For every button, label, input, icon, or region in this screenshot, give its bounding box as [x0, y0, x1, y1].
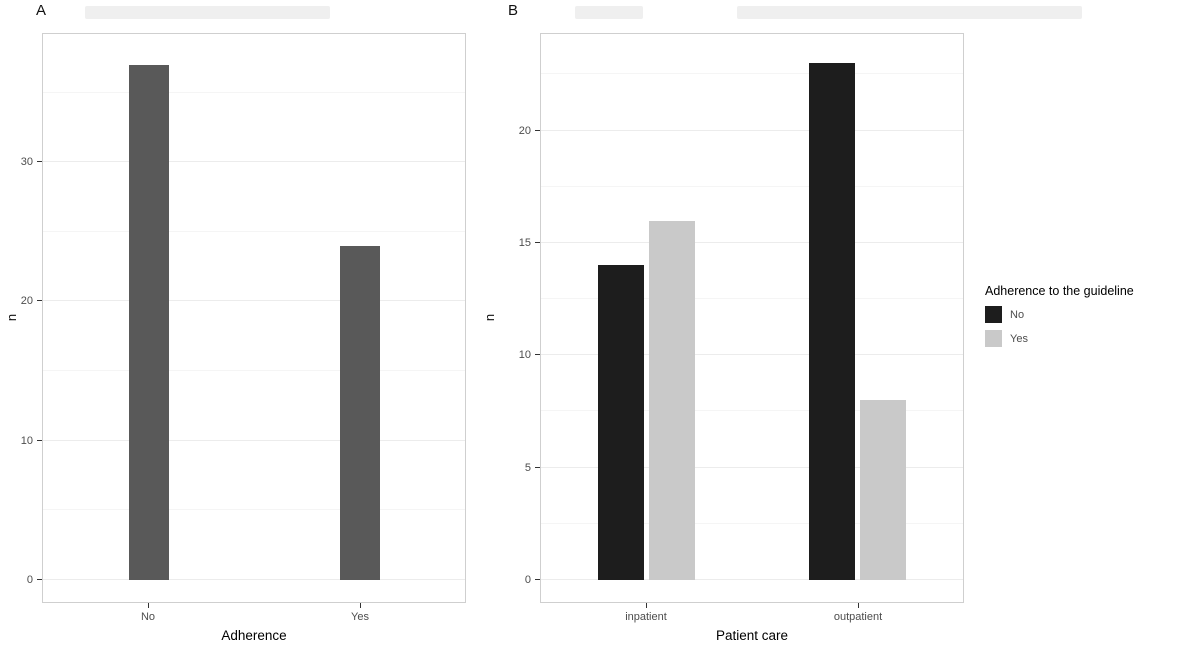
redaction-block: [575, 6, 643, 19]
y-tick-mark: [535, 129, 540, 131]
minor-gridline: [43, 370, 465, 372]
bar-outpatient-no: [809, 63, 855, 580]
redaction-block: [85, 6, 330, 19]
minor-gridline: [541, 73, 963, 75]
y-tick-label: 5: [524, 461, 531, 474]
bar-inpatient-yes: [649, 220, 695, 580]
y-tick-label: 15: [518, 236, 531, 249]
panel-b-x-axis-title: Patient care: [715, 628, 789, 643]
category-slot-No: [43, 34, 254, 602]
panel-a-plot-area: [42, 33, 466, 603]
category-slot-outpatient: [752, 34, 963, 602]
category-slot-Yes: [254, 34, 465, 602]
panel-b-x-axis: inpatient outpatient: [540, 603, 964, 627]
legend: Adherence to the guideline No Yes: [985, 284, 1134, 354]
panel-a-label: A: [36, 2, 47, 19]
y-tick-mark: [535, 466, 540, 468]
x-tick-label: outpatient: [833, 611, 883, 623]
minor-gridline: [541, 522, 963, 524]
x-tick-mark: [646, 603, 647, 608]
major-gridline: [43, 300, 465, 302]
y-tick-mark: [535, 579, 540, 580]
major-gridline: [541, 466, 963, 468]
y-tick-label: 20: [20, 295, 33, 308]
minor-gridline: [541, 298, 963, 300]
bar-Yes: [339, 245, 380, 580]
panel-b-label: B: [508, 2, 519, 19]
major-gridline: [43, 161, 465, 163]
legend-title: Adherence to the guideline: [985, 284, 1134, 298]
bar-inpatient-no: [598, 265, 644, 580]
panel-b-y-axis: 0 5 10 15 20: [506, 34, 540, 602]
category-slot-inpatient: [541, 34, 752, 602]
panel-a-x-axis: No Yes: [42, 603, 466, 627]
bar-No: [128, 64, 169, 580]
panel-b-plot-area: [540, 33, 964, 603]
x-tick-label: No: [140, 611, 156, 623]
x-category-Yes: Yes: [254, 603, 466, 627]
y-tick-mark: [37, 161, 42, 163]
y-tick-label: 0: [26, 574, 33, 586]
y-tick-label: 0: [524, 574, 531, 586]
y-tick-label: 20: [518, 124, 531, 137]
redaction-block: [737, 6, 1082, 19]
y-tick-mark: [535, 241, 540, 243]
major-gridline: [541, 241, 963, 243]
minor-gridline: [43, 509, 465, 511]
major-gridline: [43, 579, 465, 580]
y-tick-mark: [37, 579, 42, 580]
y-tick-mark: [37, 439, 42, 441]
x-tick-mark: [360, 603, 361, 608]
x-category-No: No: [42, 603, 254, 627]
minor-gridline: [43, 91, 465, 93]
minor-gridline: [541, 410, 963, 412]
x-tick-label: inpatient: [625, 611, 667, 623]
major-gridline: [43, 439, 465, 441]
x-category-outpatient: outpatient: [752, 603, 964, 627]
x-category-inpatient: inpatient: [540, 603, 752, 627]
legend-item-yes: Yes: [985, 330, 1134, 347]
panel-a-x-axis-title: Adherence: [221, 628, 287, 643]
legend-key-no: [985, 306, 1002, 323]
y-tick-mark: [535, 354, 540, 356]
legend-key-yes: [985, 330, 1002, 347]
legend-label-no: No: [1010, 308, 1025, 321]
y-tick-mark: [37, 300, 42, 302]
legend-label-yes: Yes: [1010, 332, 1028, 345]
x-tick-mark: [148, 603, 149, 608]
legend-item-no: No: [985, 306, 1134, 323]
minor-gridline: [541, 185, 963, 187]
y-tick-label: 30: [20, 156, 33, 169]
x-tick-mark: [858, 603, 859, 608]
minor-gridline: [43, 230, 465, 232]
panel-a-y-axis: 0 10 20 30: [8, 34, 42, 602]
bars-layer: [43, 34, 465, 602]
y-tick-label: 10: [518, 349, 531, 362]
panel-b-y-axis-title: n: [482, 313, 498, 322]
major-gridline: [541, 579, 963, 580]
major-gridline: [541, 129, 963, 131]
y-tick-label: 10: [20, 434, 33, 447]
major-gridline: [541, 354, 963, 356]
bar-outpatient-yes: [860, 400, 906, 580]
bars-layer: [541, 34, 963, 602]
x-tick-label: Yes: [351, 611, 369, 623]
